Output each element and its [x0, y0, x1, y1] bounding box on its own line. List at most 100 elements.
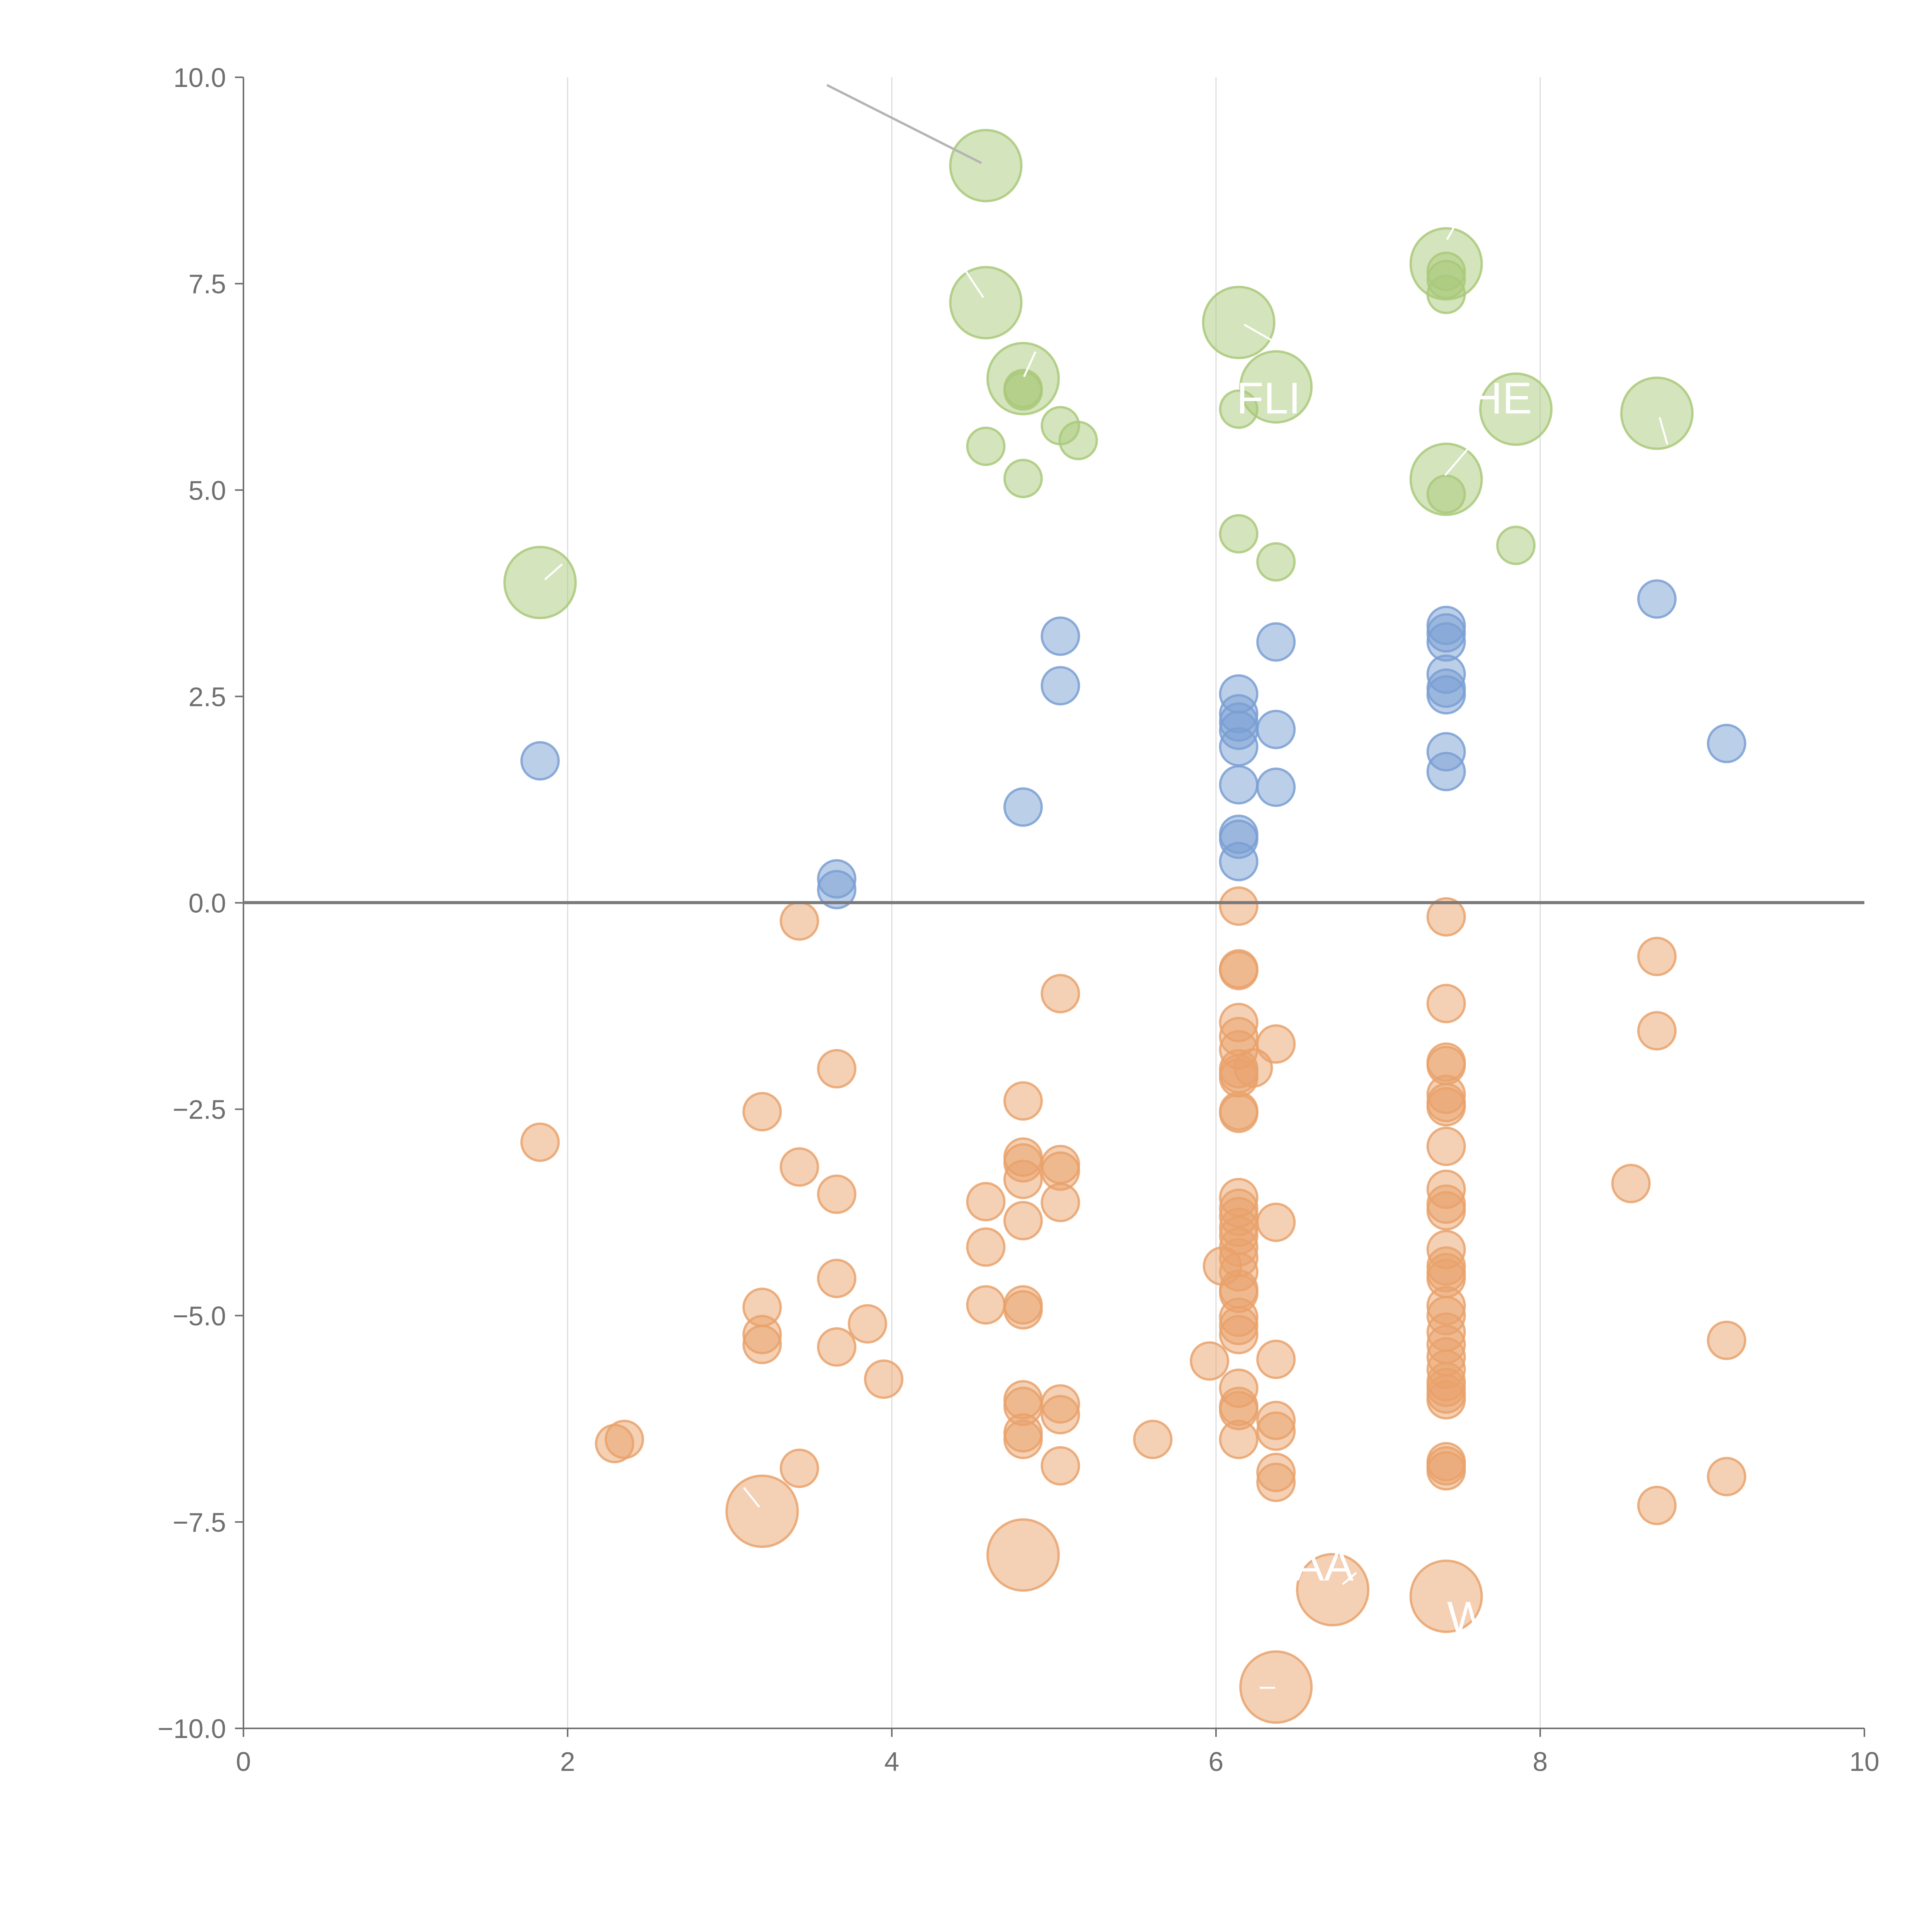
orange-bubble — [966, 1285, 1006, 1325]
green-bubble — [1620, 376, 1694, 450]
orange-bubble — [779, 1449, 819, 1488]
green-bubble — [1479, 372, 1553, 446]
orange-bubble — [1637, 937, 1677, 976]
orange-bubble — [742, 1325, 782, 1364]
annotation-leader-line — [1023, 351, 1037, 378]
y-tick-label: 7.5 — [189, 269, 226, 299]
annotation-leader-line — [1243, 323, 1272, 341]
orange-bubble — [1256, 1411, 1296, 1451]
orange-bubble — [1219, 1094, 1259, 1133]
point-annotations: FLI HE AA W — [544, 84, 1668, 1689]
green-bubble — [1219, 514, 1259, 554]
y-tick-label: 10.0 — [173, 63, 226, 93]
annotation-leader-line — [826, 84, 982, 164]
orange-bubble — [742, 1092, 782, 1132]
orange-bubble — [817, 1174, 857, 1214]
orange-bubble — [1409, 1560, 1483, 1633]
blue-bubble — [1219, 727, 1259, 767]
green-bubble — [1426, 274, 1466, 314]
orange-bubble — [817, 1049, 857, 1088]
orange-bubble — [520, 1122, 560, 1162]
x-tick-label: 0 — [236, 1747, 251, 1777]
orange-bubble — [1256, 1463, 1296, 1502]
green-bubble — [949, 129, 1023, 202]
orange-bubble — [966, 1182, 1006, 1221]
orange-bubble — [1707, 1320, 1747, 1360]
orange-bubble — [817, 1259, 857, 1298]
blue-bubble — [1426, 675, 1466, 715]
blue-bubble — [817, 870, 857, 910]
axis-ticks: 0 2 4 6 8 10 10.0 7.5 5.0 2.5 0.0 −2.5 −5.0 −7.5 −10.0 — [158, 63, 1879, 1777]
orange-bubble — [1190, 1341, 1230, 1381]
green-bubble — [1256, 542, 1296, 582]
green-bubble — [1202, 286, 1276, 359]
blue-bubble — [1003, 787, 1043, 827]
x-tick-label: 10 — [1849, 1747, 1879, 1777]
y-tick-label: −2.5 — [173, 1095, 226, 1125]
x-tick-label: 8 — [1533, 1747, 1548, 1777]
blue-bubble — [520, 741, 560, 781]
orange-bubble — [1219, 886, 1259, 926]
point-label: HE — [1470, 374, 1532, 423]
green-bubble — [949, 266, 1023, 340]
blue-bubble — [1219, 842, 1259, 881]
blue-bubble — [1256, 767, 1296, 807]
blue-bubble — [1041, 666, 1080, 706]
orange-bubble — [1233, 1048, 1273, 1088]
orange-bubble — [986, 1518, 1060, 1592]
green-bubble — [1058, 421, 1098, 461]
green-bubble — [1426, 474, 1466, 514]
orange-bubble — [1003, 1420, 1043, 1459]
annotation-leader-line — [1658, 417, 1668, 445]
orange-bubble — [1426, 897, 1466, 937]
orange-bubble — [1296, 1553, 1370, 1627]
orange-bubble — [1707, 1457, 1747, 1497]
orange-bubble — [1041, 1183, 1080, 1223]
orange-bubble — [725, 1475, 799, 1548]
blue-bubble — [1707, 724, 1747, 764]
blue-bubble — [1256, 622, 1296, 662]
green-bubble — [1239, 350, 1313, 424]
orange-bubble — [1637, 1011, 1677, 1051]
orange-bubble — [1256, 1024, 1296, 1064]
point-label: W — [1447, 1593, 1489, 1642]
y-tick-label: −7.5 — [173, 1507, 226, 1537]
orange-bubble — [1219, 1420, 1259, 1459]
x-tick-label: 4 — [884, 1747, 900, 1777]
data-points — [503, 129, 1747, 1724]
orange-bubble — [1426, 984, 1466, 1024]
orange-bubble — [1637, 1486, 1677, 1526]
orange-bubble — [1219, 951, 1259, 990]
orange-bubble — [1133, 1420, 1173, 1459]
y-tick-label: 5.0 — [189, 475, 226, 505]
annotation-leader-line — [544, 563, 563, 580]
blue-bubble — [1041, 616, 1080, 656]
point-label: FLI — [1236, 374, 1301, 423]
annotation-leader-line — [1446, 221, 1458, 240]
orange-bubble — [1426, 1087, 1466, 1127]
orange-bubble — [1003, 1290, 1043, 1330]
orange-bubble — [1003, 1160, 1043, 1199]
orange-bubble — [1611, 1163, 1651, 1203]
orange-bubble — [779, 901, 819, 941]
orange-bubble — [1219, 1315, 1259, 1354]
orange-bubble — [966, 1227, 1006, 1267]
green-bubble — [503, 546, 577, 619]
x-tick-label: 6 — [1209, 1747, 1224, 1777]
blue-bubble — [1426, 752, 1466, 791]
annotation-leader-line — [1444, 447, 1469, 476]
blue-bubble — [1219, 765, 1259, 804]
orange-bubble — [864, 1359, 904, 1399]
orange-bubble — [1003, 1201, 1043, 1241]
green-bubble — [1219, 389, 1259, 429]
orange-bubble — [1239, 1650, 1313, 1724]
orange-bubble — [1426, 1126, 1466, 1166]
orange-bubble — [604, 1420, 644, 1459]
orange-bubble — [1426, 1191, 1466, 1231]
y-tick-label: −10.0 — [158, 1714, 226, 1744]
annotation-leader-line — [743, 1487, 760, 1508]
annotation-leader-line — [963, 268, 985, 298]
y-tick-label: 2.5 — [189, 682, 226, 712]
orange-bubble — [1041, 1446, 1080, 1486]
